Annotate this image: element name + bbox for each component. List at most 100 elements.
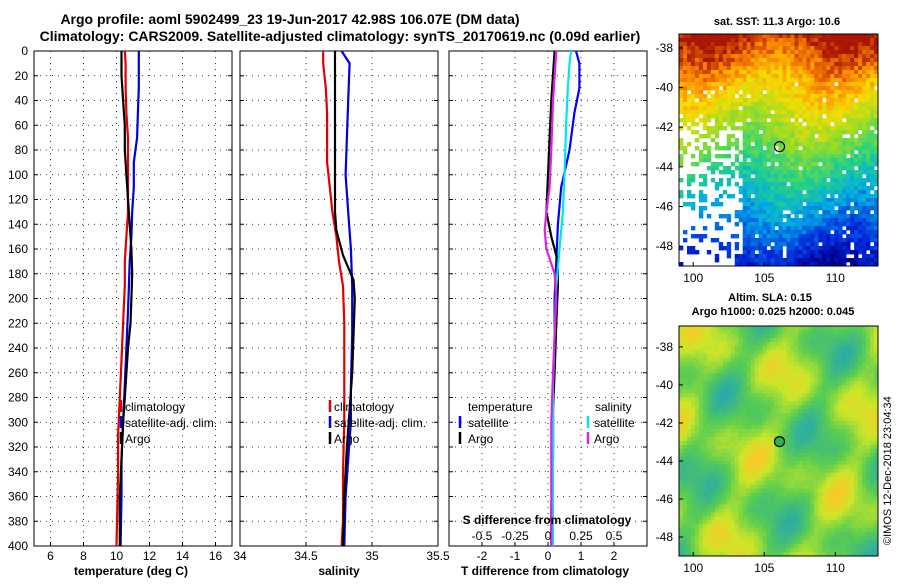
map-cell	[751, 401, 755, 405]
map-cell	[810, 473, 814, 477]
map-cell	[834, 250, 838, 254]
map-cell	[802, 457, 806, 461]
map-cell	[822, 90, 826, 94]
map-cell	[790, 82, 794, 86]
map-cell	[790, 130, 794, 134]
map-cell	[743, 481, 747, 485]
map-cell	[679, 118, 683, 122]
map-cell	[739, 362, 743, 366]
map-cell	[806, 62, 810, 66]
map-cell	[806, 194, 810, 198]
map-cell	[679, 374, 683, 378]
map-cell	[790, 405, 794, 409]
map-cell	[790, 433, 794, 437]
map-cell	[806, 489, 810, 493]
map-cell	[719, 405, 723, 409]
map-cell	[854, 342, 858, 346]
map-cell	[794, 234, 798, 238]
map-cell	[810, 118, 814, 122]
map-cell	[830, 481, 834, 485]
map-cell	[755, 258, 759, 262]
map-cell	[771, 82, 775, 86]
map-cell	[830, 82, 834, 86]
map-cell	[699, 194, 703, 198]
map-cell	[723, 74, 727, 78]
map-cell	[838, 370, 842, 374]
map-cell	[850, 86, 854, 90]
map-cell	[695, 162, 699, 166]
map-cell	[790, 162, 794, 166]
map-cell	[862, 489, 866, 493]
map-cell	[727, 429, 731, 433]
map-cell	[695, 114, 699, 118]
map-cell	[707, 358, 711, 362]
map-cell	[683, 350, 687, 354]
map-cell	[751, 42, 755, 46]
map-cell	[723, 481, 727, 485]
map-cell	[794, 178, 798, 182]
map-cell	[775, 477, 779, 481]
map-cell	[679, 481, 683, 485]
map-cell	[679, 401, 683, 405]
map-cell	[751, 110, 755, 114]
map-cell	[798, 206, 802, 210]
map-cell	[759, 433, 763, 437]
map-cell	[790, 385, 794, 389]
map-cell	[707, 457, 711, 461]
map-cell	[767, 170, 771, 174]
map-cell	[786, 378, 790, 382]
map-cell	[699, 441, 703, 445]
map-cell	[715, 102, 719, 106]
map-cell	[818, 114, 822, 118]
map-cell	[727, 154, 731, 158]
map-cell	[715, 42, 719, 46]
map-cell	[703, 441, 707, 445]
map-cell	[786, 130, 790, 134]
map-cell	[782, 461, 786, 465]
map-cell	[846, 146, 850, 150]
map-cell	[759, 421, 763, 425]
map-cell	[751, 417, 755, 421]
map-cell	[683, 102, 687, 106]
map-cell	[850, 405, 854, 409]
map-cell	[759, 70, 763, 74]
map-cell	[786, 425, 790, 429]
map-cell	[691, 453, 695, 457]
map-cell	[707, 366, 711, 370]
map-cell	[842, 473, 846, 477]
map-cell	[719, 342, 723, 346]
map-cell	[703, 114, 707, 118]
map-cell	[854, 138, 858, 142]
map-cell	[846, 198, 850, 202]
map-cell	[798, 126, 802, 130]
map-cell	[814, 489, 818, 493]
map-cell	[743, 449, 747, 453]
map-cell	[850, 222, 854, 226]
map-cell	[862, 374, 866, 378]
map-cell	[818, 94, 822, 98]
map-cell	[767, 453, 771, 457]
map-cell	[834, 409, 838, 413]
map-cell	[858, 118, 862, 122]
map-cell	[679, 489, 683, 493]
map-cell	[862, 110, 866, 114]
map-cell	[719, 469, 723, 473]
map-cell	[687, 58, 691, 62]
map-cell	[814, 409, 818, 413]
map-cell	[798, 142, 802, 146]
map-cell	[838, 397, 842, 401]
map-cell	[814, 222, 818, 226]
map-cell	[739, 86, 743, 90]
map-cell	[731, 493, 735, 497]
map-cell	[854, 154, 858, 158]
map-cell	[727, 481, 731, 485]
map-cell	[822, 198, 826, 202]
map-cell	[735, 334, 739, 338]
map-cell	[838, 366, 842, 370]
map-cell	[763, 465, 767, 469]
map-cell	[814, 162, 818, 166]
map-cell	[854, 338, 858, 342]
map-cell	[850, 366, 854, 370]
map-cell	[834, 234, 838, 238]
map-cell	[794, 338, 798, 342]
